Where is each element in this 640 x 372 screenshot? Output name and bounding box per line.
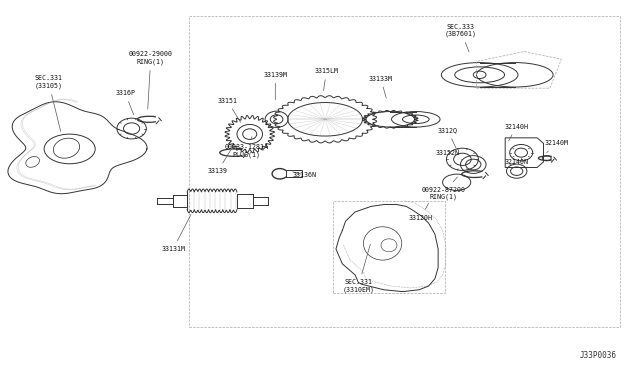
Text: 3316P: 3316P xyxy=(115,90,135,115)
Text: 32140M: 32140M xyxy=(544,140,568,153)
Text: J33P0036: J33P0036 xyxy=(580,351,617,360)
Text: 00933-1281A
PLUG(1): 00933-1281A PLUG(1) xyxy=(225,137,269,157)
Text: 33151: 33151 xyxy=(218,98,241,122)
Text: 32140N: 32140N xyxy=(505,159,529,165)
Text: 33120H: 33120H xyxy=(409,203,433,221)
Text: 00922-87200
RING(1): 00922-87200 RING(1) xyxy=(421,177,465,200)
Bar xyxy=(286,170,302,177)
Text: 3315LM: 3315LM xyxy=(314,68,339,91)
Text: 32140H: 32140H xyxy=(505,124,529,141)
Text: 33133M: 33133M xyxy=(369,76,393,98)
Text: 33139M: 33139M xyxy=(263,72,287,100)
Text: SEC.331
(33105): SEC.331 (33105) xyxy=(35,76,63,131)
Text: 33136N: 33136N xyxy=(292,172,316,178)
Text: 33139: 33139 xyxy=(208,150,231,174)
Text: 3312Q: 3312Q xyxy=(438,127,458,148)
Text: 33152N: 33152N xyxy=(436,150,462,160)
Text: SEC.331
(3310EM): SEC.331 (3310EM) xyxy=(342,244,374,293)
Text: 00922-29000
RING(1): 00922-29000 RING(1) xyxy=(129,51,173,109)
Text: 33131M: 33131M xyxy=(161,214,191,252)
Text: SEC.333
(3B7601): SEC.333 (3B7601) xyxy=(445,23,477,52)
